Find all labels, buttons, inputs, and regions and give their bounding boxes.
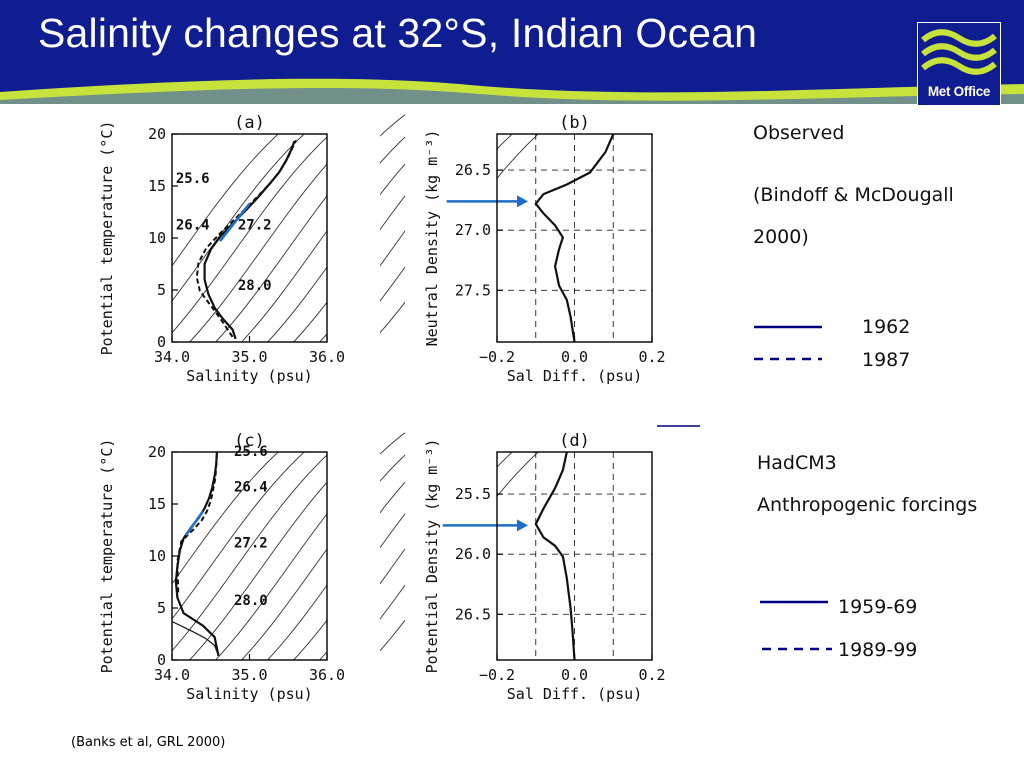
y-tick-label: 10 xyxy=(148,547,166,565)
isopycnal-label: 25.6 xyxy=(234,444,268,460)
y-tick-label: 26.0 xyxy=(455,545,491,563)
y-axis-label-d: Potential Density (kg m⁻³) xyxy=(423,439,441,674)
series-blue-c xyxy=(184,510,205,536)
y-tick-label: 15 xyxy=(148,495,166,513)
x-tick-label: 36.0 xyxy=(309,348,345,366)
x-tick-label: −0.2 xyxy=(479,666,515,684)
panel-label-b: (b) xyxy=(559,113,590,133)
chart-panel-c: 34.0 35.0 36.0 0 5 10 15 20 (c) Salinity (psu) Pot… xyxy=(80,422,563,727)
series-solid-d xyxy=(534,451,576,661)
x-axis-label-d: Sal Diff. (psu) xyxy=(507,685,642,703)
series-thin-c xyxy=(171,620,220,657)
y-axis-label-a: Potential temperature (°C) xyxy=(98,121,116,356)
chart-panel-b: −0.2 0.0 0.2 26.5 27.0 27.5 (b) Sal Diff. (psu)… xyxy=(405,104,705,409)
model-subheading: Anthropogenic forcings xyxy=(757,494,978,516)
x-tick-label: 34.0 xyxy=(154,666,190,684)
x-tick-label: 0.2 xyxy=(638,666,665,684)
y-tick-label: 20 xyxy=(148,443,166,461)
panel-label-d: (d) xyxy=(559,431,590,451)
isopycnal-label: 26.4 xyxy=(176,218,210,234)
y-tick-label: 15 xyxy=(148,177,166,195)
isopycnal-curve xyxy=(153,113,355,353)
x-tick-label: 35.0 xyxy=(231,666,267,684)
chart-svg-c: 34.0 35.0 36.0 0 5 10 15 20 (c) Salinity (psu) Pot… xyxy=(80,422,563,722)
mask-left xyxy=(80,104,172,404)
chart-svg-d: −0.2 0.0 0.2 25.5 26.0 26.5 (d) Sal Diff. (psu)… xyxy=(405,422,705,722)
logo-text: Met Office xyxy=(927,84,991,99)
mask-left xyxy=(405,422,497,722)
isopycnal-label: 28.0 xyxy=(234,593,268,609)
y-tick-label: 26.5 xyxy=(455,605,491,623)
x-tick-label: −0.2 xyxy=(479,348,515,366)
isopycnal-label: 27.2 xyxy=(238,218,272,234)
y-tick-label: 27.0 xyxy=(455,221,491,239)
y-axis-label-b: Neutral Density (kg m⁻³) xyxy=(423,130,441,347)
logo-wave-1 xyxy=(921,29,997,47)
legend-label-1987: 1987 xyxy=(862,349,911,371)
x-axis-label-c: Salinity (psu) xyxy=(186,685,312,703)
x-tick-label: 0.0 xyxy=(561,666,588,684)
logo-wave-3 xyxy=(921,57,997,75)
model-heading: HadCM3 xyxy=(757,452,837,474)
decorative-rule xyxy=(657,425,700,427)
legend-label-1959-69: 1959-69 xyxy=(838,596,918,618)
chart-svg-a: 34.0 35.0 36.0 0 5 10 15 20 (a) Salinity (psu) Pot… xyxy=(80,104,563,404)
mask-right xyxy=(652,104,705,404)
observed-source-line2: 2000) xyxy=(753,226,809,248)
legend-label-1962: 1962 xyxy=(862,316,911,338)
y-tick-label: 25.5 xyxy=(455,485,491,503)
observed-heading: Observed xyxy=(753,122,845,144)
x-tick-label: 34.0 xyxy=(154,348,190,366)
chart-svg-b: −0.2 0.0 0.2 26.5 27.0 27.5 (b) Sal Diff. (psu)… xyxy=(405,104,705,404)
mask-left xyxy=(80,422,172,722)
y-tick-label: 5 xyxy=(157,599,166,617)
citation: (Banks et al, GRL 2000) xyxy=(71,735,226,750)
x-axis-label-a: Salinity (psu) xyxy=(186,367,312,385)
y-tick-label: 20 xyxy=(148,125,166,143)
panel-label-a: (a) xyxy=(234,113,265,133)
arrow-head-d xyxy=(517,519,528,532)
model-legend-keys xyxy=(760,600,832,651)
slide-title: Salinity changes at 32°S, Indian Ocean xyxy=(38,10,758,56)
series-dashed-c xyxy=(176,451,218,593)
observed-source-line1: (Bindoff & McDougall xyxy=(753,184,954,206)
y-tick-label: 0 xyxy=(157,651,166,669)
met-office-logo xyxy=(917,22,1001,106)
y-tick-label: 0 xyxy=(157,333,166,351)
panel-label-c: (c) xyxy=(234,431,265,451)
header-band: Salinity changes at 32°S, Indian Ocean M… xyxy=(0,0,1024,110)
chart-panel-d: −0.2 0.0 0.2 25.5 26.0 26.5 (d) Sal Diff. (psu)… xyxy=(405,422,705,727)
series-solid-c xyxy=(174,451,220,657)
isopycnal-label: 27.2 xyxy=(234,536,268,552)
y-axis-label-c: Potential temperature (°C) xyxy=(98,439,116,674)
x-tick-label: 36.0 xyxy=(309,666,345,684)
isopycnal-curve xyxy=(153,431,355,671)
mask-right xyxy=(652,422,705,722)
arrow-head-b xyxy=(517,195,528,208)
logo-wave-2 xyxy=(921,43,997,61)
x-tick-label: 0.0 xyxy=(561,348,588,366)
plot-frame-a xyxy=(171,133,328,343)
y-tick-label: 5 xyxy=(157,281,166,299)
isopycnal-label: 26.4 xyxy=(234,480,268,496)
x-tick-label: 0.2 xyxy=(638,348,665,366)
series-blue-a xyxy=(218,202,251,242)
mask-right xyxy=(327,104,380,404)
isopycnal-label: 25.6 xyxy=(176,171,210,187)
y-tick-label: 27.5 xyxy=(455,281,491,299)
x-tick-label: 35.0 xyxy=(231,348,267,366)
mask-right xyxy=(327,422,380,722)
isopycnal-label: 28.0 xyxy=(238,278,272,294)
series-dashed-a xyxy=(195,139,297,338)
x-axis-label-b: Sal Diff. (psu) xyxy=(507,367,642,385)
y-tick-label: 26.5 xyxy=(455,161,491,179)
observed-legend-keys xyxy=(754,325,822,361)
chart-panel-a: 34.0 35.0 36.0 0 5 10 15 20 (a) Salinity (psu) Pot… xyxy=(80,104,563,409)
series-solid-b xyxy=(534,133,615,343)
mask-left xyxy=(405,104,497,404)
legend-label-1989-99: 1989-99 xyxy=(838,639,918,661)
y-tick-label: 10 xyxy=(148,229,166,247)
